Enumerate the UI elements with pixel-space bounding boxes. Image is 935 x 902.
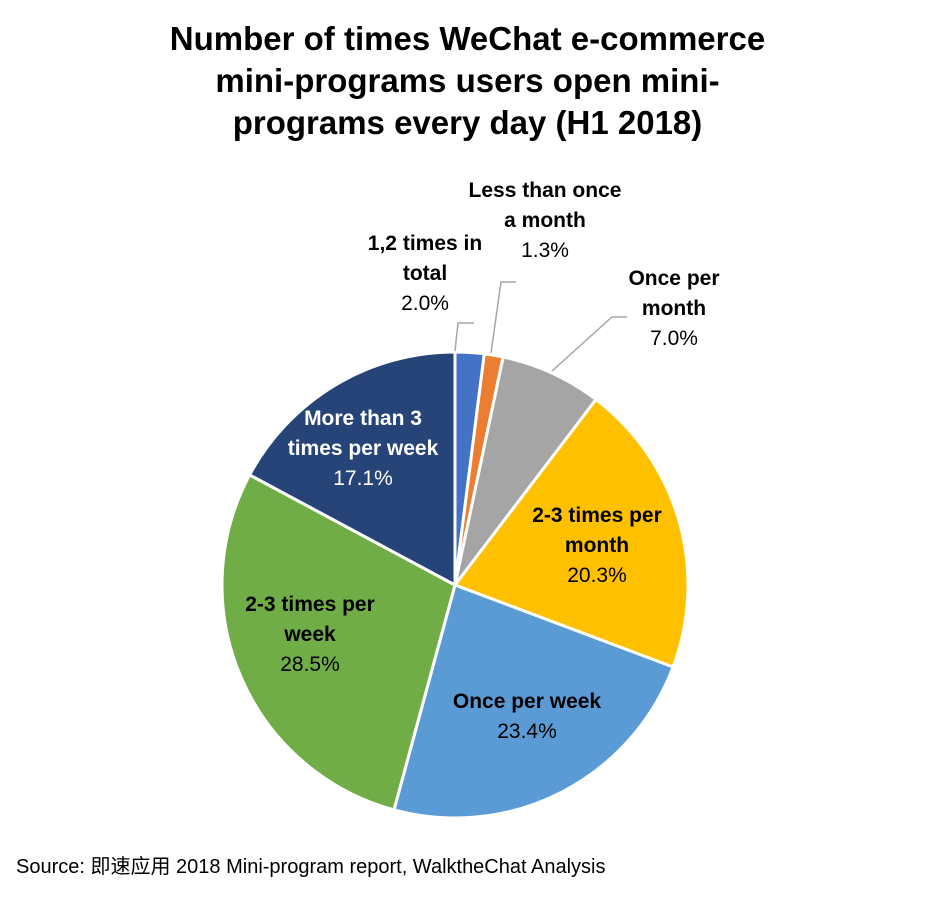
chart-title: Number of times WeChat e-commerce mini-p… bbox=[60, 18, 875, 144]
slice-value-label: 1.3% bbox=[521, 239, 569, 262]
pie-slice-more-than-3-times-per-week bbox=[248, 350, 457, 587]
slice-label: 1,2 times in total 2.0% bbox=[368, 232, 482, 315]
slice-label-name: Less than once bbox=[469, 179, 622, 202]
slice-value-label: 23.4% bbox=[497, 720, 557, 743]
slice-label-name: More than 3 bbox=[304, 407, 422, 430]
slice-label-name: times per week bbox=[288, 437, 439, 460]
chart-title-line-3: programs every day (H1 2018) bbox=[232, 104, 703, 141]
pie-slices bbox=[220, 350, 690, 820]
slice-label-name: Once per bbox=[628, 267, 719, 290]
leader-line bbox=[551, 316, 627, 372]
slice-label-name: Once per week bbox=[453, 690, 602, 713]
slice-label-name: month bbox=[565, 534, 629, 557]
slice-label-name: 1,2 times in bbox=[368, 232, 482, 255]
slice-label: 2-3 times per week 28.5% bbox=[245, 593, 375, 676]
slice-label-name: a month bbox=[504, 209, 586, 232]
slice-value-label: 2.0% bbox=[401, 292, 449, 315]
leader-lines bbox=[454, 281, 627, 372]
pie-slice-2-3-times-per-week bbox=[220, 473, 457, 812]
slice-value-label: 28.5% bbox=[280, 653, 340, 676]
pie-slice-2-3-times-per-month bbox=[453, 397, 690, 669]
pie-slice-once-per-month bbox=[453, 355, 598, 587]
pie-slice-once-per-week bbox=[392, 583, 675, 820]
slice-labels: 1,2 times in total 2.0% Less than once a mon… bbox=[245, 179, 719, 743]
slice-label-name: month bbox=[642, 297, 706, 320]
slice-label: More than 3 times per week 17.1% bbox=[288, 407, 439, 490]
chart-title-line-1: Number of times WeChat e-commerce bbox=[169, 20, 766, 57]
source-note: Source: 即速应用 2018 Mini-program report, W… bbox=[16, 856, 606, 878]
leader-line bbox=[454, 322, 474, 352]
slice-label-name: week bbox=[283, 623, 336, 646]
slice-label-name: 2-3 times per bbox=[245, 593, 375, 616]
slice-label: Once per week 23.4% bbox=[453, 690, 602, 743]
slice-value-label: 17.1% bbox=[333, 467, 393, 490]
slice-label-name: 2-3 times per bbox=[532, 504, 662, 527]
chart-title-line-2: mini-programs users open mini- bbox=[215, 62, 720, 99]
slice-value-label: 20.3% bbox=[567, 564, 627, 587]
slice-value-label: 7.0% bbox=[650, 327, 698, 350]
leader-line bbox=[490, 281, 516, 354]
slice-label: Less than once a month 1.3% bbox=[469, 179, 622, 262]
slice-label-name: total bbox=[403, 262, 447, 285]
slice-label: 2-3 times per month 20.3% bbox=[532, 504, 662, 587]
slice-label: Once per month 7.0% bbox=[628, 267, 719, 350]
